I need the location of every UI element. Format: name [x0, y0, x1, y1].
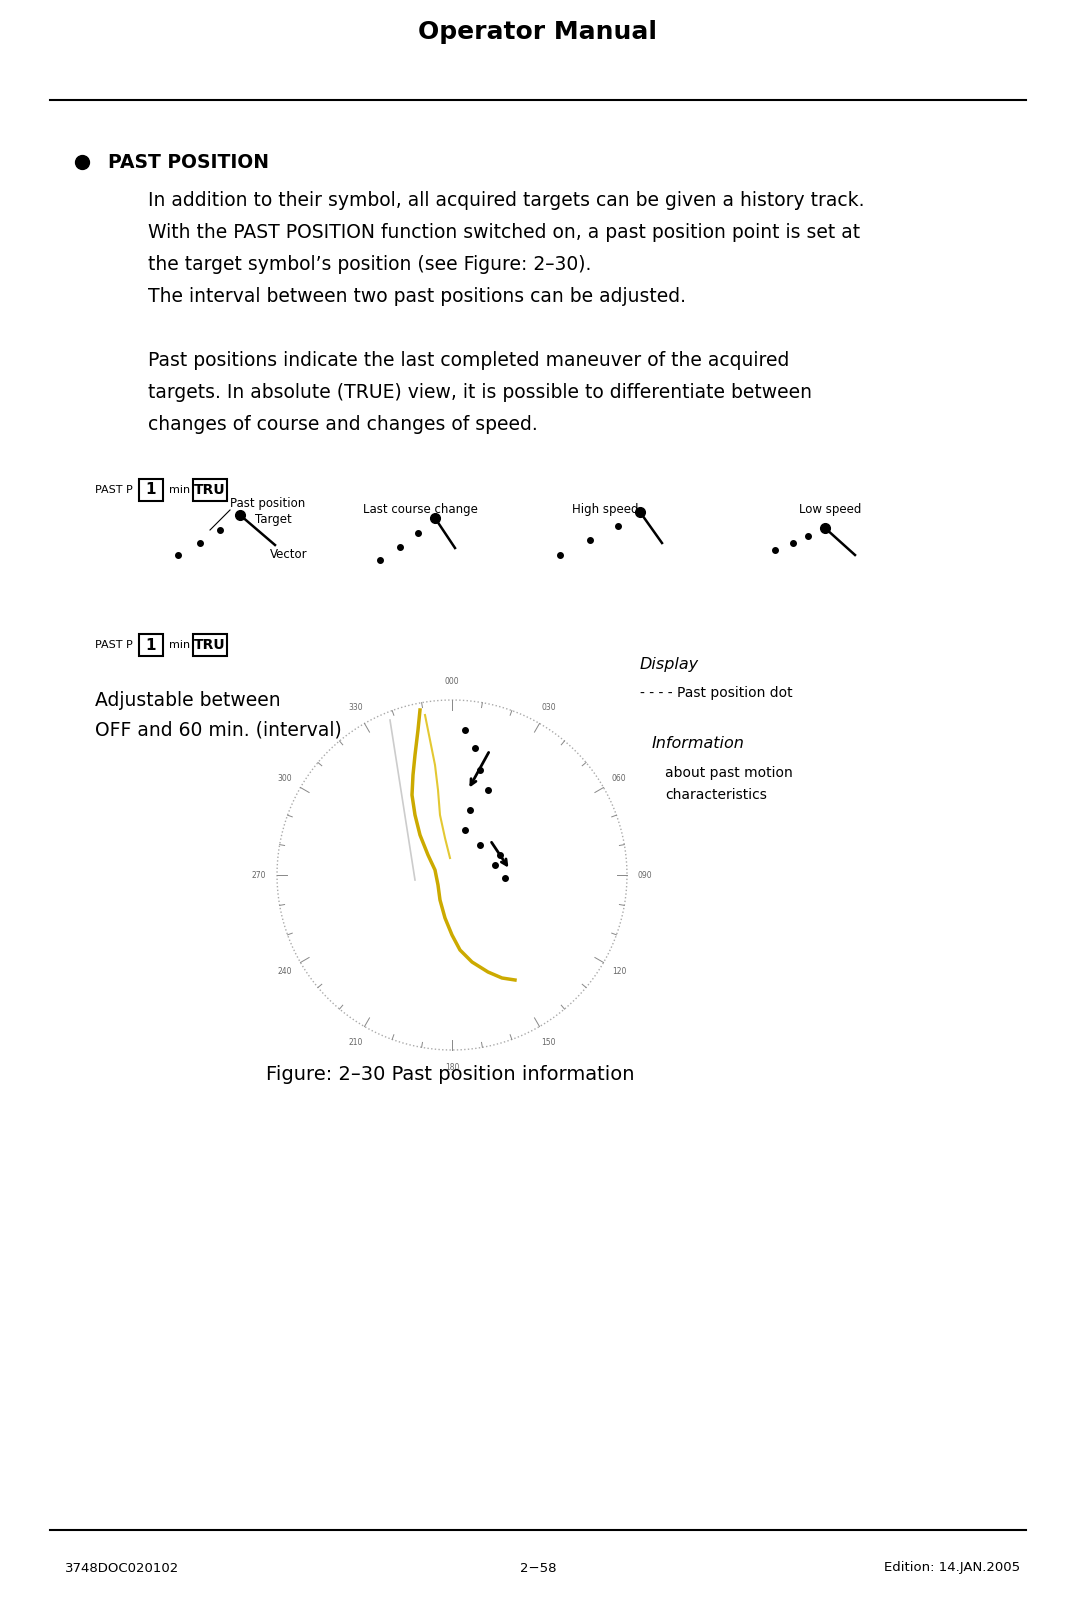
Text: characteristics: characteristics: [665, 787, 767, 802]
Text: - - - - Past position dot: - - - - Past position dot: [640, 687, 793, 699]
Text: targets. In absolute (TRUE) view, it is possible to differentiate between: targets. In absolute (TRUE) view, it is …: [148, 383, 812, 401]
Text: 300: 300: [278, 775, 293, 783]
Text: 3748DOC020102: 3748DOC020102: [65, 1562, 180, 1575]
Text: min: min: [169, 485, 190, 495]
Text: In addition to their symbol, all acquired targets can be given a history track.: In addition to their symbol, all acquire…: [148, 190, 864, 209]
Text: 060: 060: [612, 775, 626, 783]
Text: 000: 000: [444, 677, 459, 687]
Text: 1: 1: [145, 637, 156, 653]
Text: the target symbol’s position (see Figure: 2–30).: the target symbol’s position (see Figure…: [148, 254, 592, 273]
Text: Past positions indicate the last completed maneuver of the acquired: Past positions indicate the last complet…: [148, 350, 790, 369]
Text: Operator Manual: Operator Manual: [419, 21, 657, 45]
Bar: [193, 479, 227, 501]
Text: Edition: 14.JAN.2005: Edition: 14.JAN.2005: [883, 1562, 1020, 1575]
Text: 180: 180: [444, 1064, 459, 1073]
Text: 270: 270: [252, 870, 266, 880]
Text: Past position: Past position: [230, 497, 306, 509]
Text: 240: 240: [278, 968, 292, 976]
Text: 1: 1: [145, 482, 156, 498]
Text: about past motion: about past motion: [665, 767, 793, 779]
Text: The interval between two past positions can be adjusted.: The interval between two past positions …: [148, 286, 686, 305]
Bar: [139, 479, 162, 501]
Text: Adjustable between: Adjustable between: [95, 690, 281, 709]
Text: High speed: High speed: [571, 503, 638, 516]
Text: 330: 330: [349, 703, 363, 712]
Text: Vector: Vector: [270, 548, 308, 561]
Text: With the PAST POSITION function switched on, a past position point is set at: With the PAST POSITION function switched…: [148, 222, 860, 241]
Text: OFF and 60 min. (interval): OFF and 60 min. (interval): [95, 720, 342, 739]
Text: 120: 120: [612, 968, 626, 976]
Text: 030: 030: [541, 703, 556, 712]
Bar: [139, 634, 162, 656]
Text: 150: 150: [541, 1038, 555, 1046]
Text: Low speed: Low speed: [798, 503, 861, 516]
Text: PAST P: PAST P: [95, 485, 132, 495]
Text: changes of course and changes of speed.: changes of course and changes of speed.: [148, 415, 538, 433]
Text: 210: 210: [349, 1038, 363, 1046]
Text: 2−58: 2−58: [520, 1562, 556, 1575]
Text: Last course change: Last course change: [363, 503, 478, 516]
Text: Information: Information: [652, 736, 745, 751]
Text: TRU: TRU: [194, 637, 226, 652]
Bar: [193, 634, 227, 656]
Text: Figure: 2–30 Past position information: Figure: 2–30 Past position information: [266, 1065, 634, 1084]
Text: PAST POSITION: PAST POSITION: [108, 152, 269, 171]
Text: Display: Display: [640, 658, 699, 672]
Text: PAST P: PAST P: [95, 640, 132, 650]
Text: min: min: [169, 640, 190, 650]
Text: 090: 090: [638, 870, 652, 880]
Text: Target: Target: [255, 514, 292, 527]
Text: TRU: TRU: [194, 482, 226, 497]
